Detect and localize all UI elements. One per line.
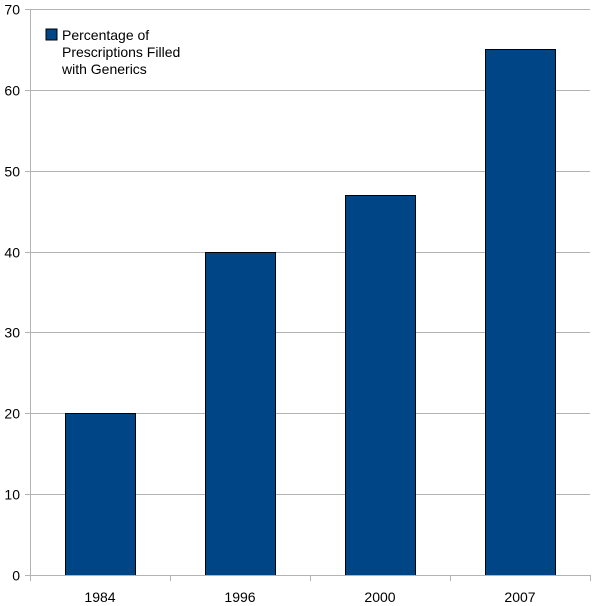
y-tick-label: 40 bbox=[4, 245, 20, 261]
y-tick-label: 70 bbox=[4, 2, 20, 18]
bar-1984 bbox=[65, 413, 136, 576]
legend: Percentage of Prescriptions Filled with … bbox=[45, 27, 180, 77]
legend-line-2: Prescriptions Filled bbox=[62, 44, 180, 60]
x-tick-label: 1996 bbox=[224, 589, 255, 605]
bar-1996 bbox=[205, 252, 276, 576]
y-tick-label: 0 bbox=[12, 568, 20, 584]
x-tick-label: 1984 bbox=[84, 589, 115, 605]
bars bbox=[65, 49, 556, 576]
y-tick-label: 60 bbox=[4, 83, 20, 99]
y-tick-labels: 0 10 20 30 40 50 60 70 bbox=[4, 2, 20, 584]
legend-line-3: with Generics bbox=[61, 61, 147, 77]
y-tick-label: 50 bbox=[4, 164, 20, 180]
legend-swatch bbox=[45, 28, 58, 41]
bar-2007 bbox=[485, 49, 556, 576]
x-tick-label: 2007 bbox=[504, 589, 535, 605]
y-tick-label: 20 bbox=[4, 406, 20, 422]
legend-line-1: Percentage of bbox=[62, 27, 149, 43]
y-tick-label: 10 bbox=[4, 487, 20, 503]
x-tick-labels: 1984 1996 2000 2007 bbox=[84, 589, 535, 605]
x-tick-label: 2000 bbox=[364, 589, 395, 605]
axes bbox=[25, 9, 591, 581]
y-tick-label: 30 bbox=[4, 325, 20, 341]
bar-2000 bbox=[345, 195, 416, 576]
